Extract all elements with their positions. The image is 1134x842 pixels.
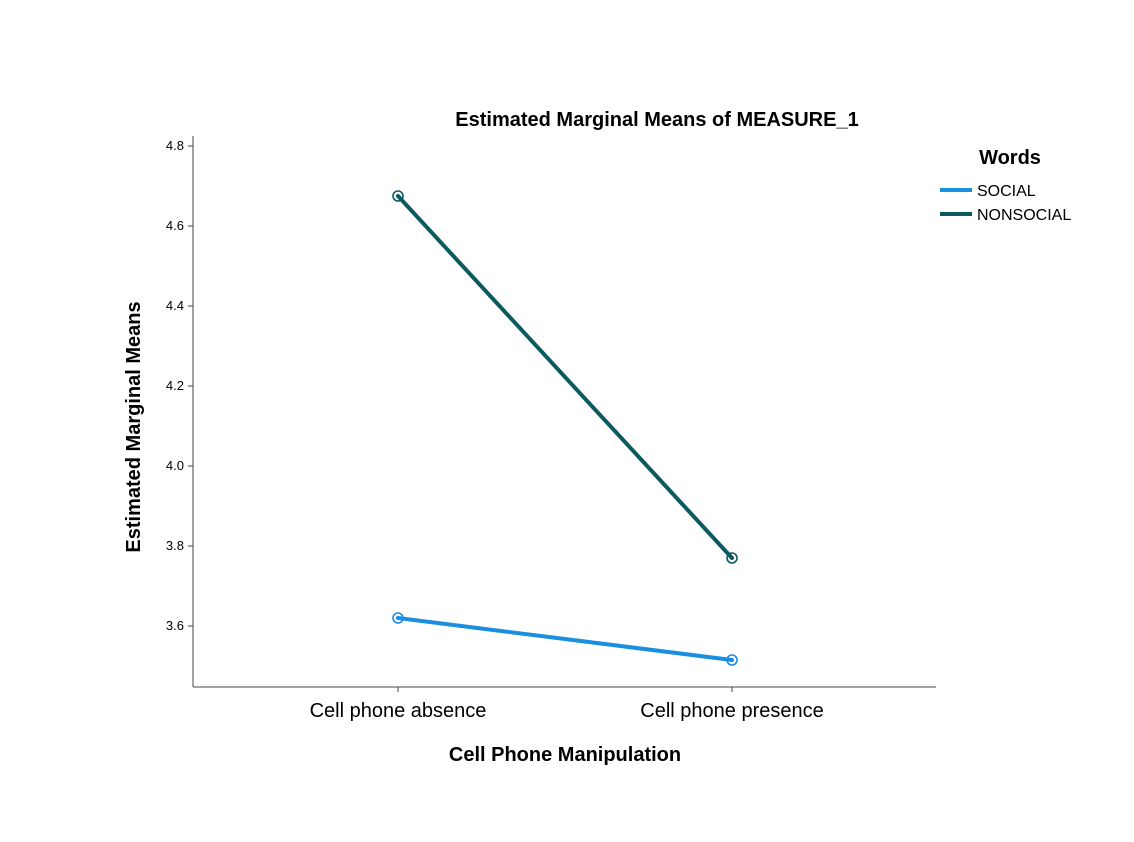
y-tick-label: 4.8 [166, 138, 184, 153]
x-category-label: Cell phone presence [640, 700, 823, 722]
plot-area [392, 190, 738, 666]
series-line-social [396, 616, 734, 662]
x-category-label: Cell phone absence [310, 700, 487, 722]
data-point-social [392, 612, 404, 624]
chart-title: Estimated Marginal Means of MEASURE_1 [455, 109, 858, 131]
y-axis: 3.6 3.8 4.0 4.2 4.4 4.6 4.8 [166, 136, 194, 687]
data-point-nonsocial [392, 190, 404, 202]
legend: Words SOCIAL NONSOCIAL [940, 147, 1071, 224]
legend-label-nonsocial: NONSOCIAL [977, 207, 1071, 224]
y-tick-label: 4.0 [166, 458, 184, 473]
data-point-social [726, 654, 738, 666]
x-axis-title: Cell Phone Manipulation [449, 744, 681, 766]
y-axis-title: Estimated Marginal Means [123, 301, 145, 552]
y-tick-label: 3.8 [166, 538, 184, 553]
y-tick-label: 4.4 [166, 298, 184, 313]
legend-title: Words [979, 147, 1041, 169]
data-point-nonsocial [726, 552, 738, 564]
y-tick-label: 4.2 [166, 378, 184, 393]
x-axis: Cell phone absence Cell phone presence [193, 686, 936, 722]
y-tick-label: 3.6 [166, 618, 184, 633]
series-line-nonsocial [396, 194, 734, 560]
legend-label-social: SOCIAL [977, 183, 1036, 200]
y-tick-label: 4.6 [166, 218, 184, 233]
